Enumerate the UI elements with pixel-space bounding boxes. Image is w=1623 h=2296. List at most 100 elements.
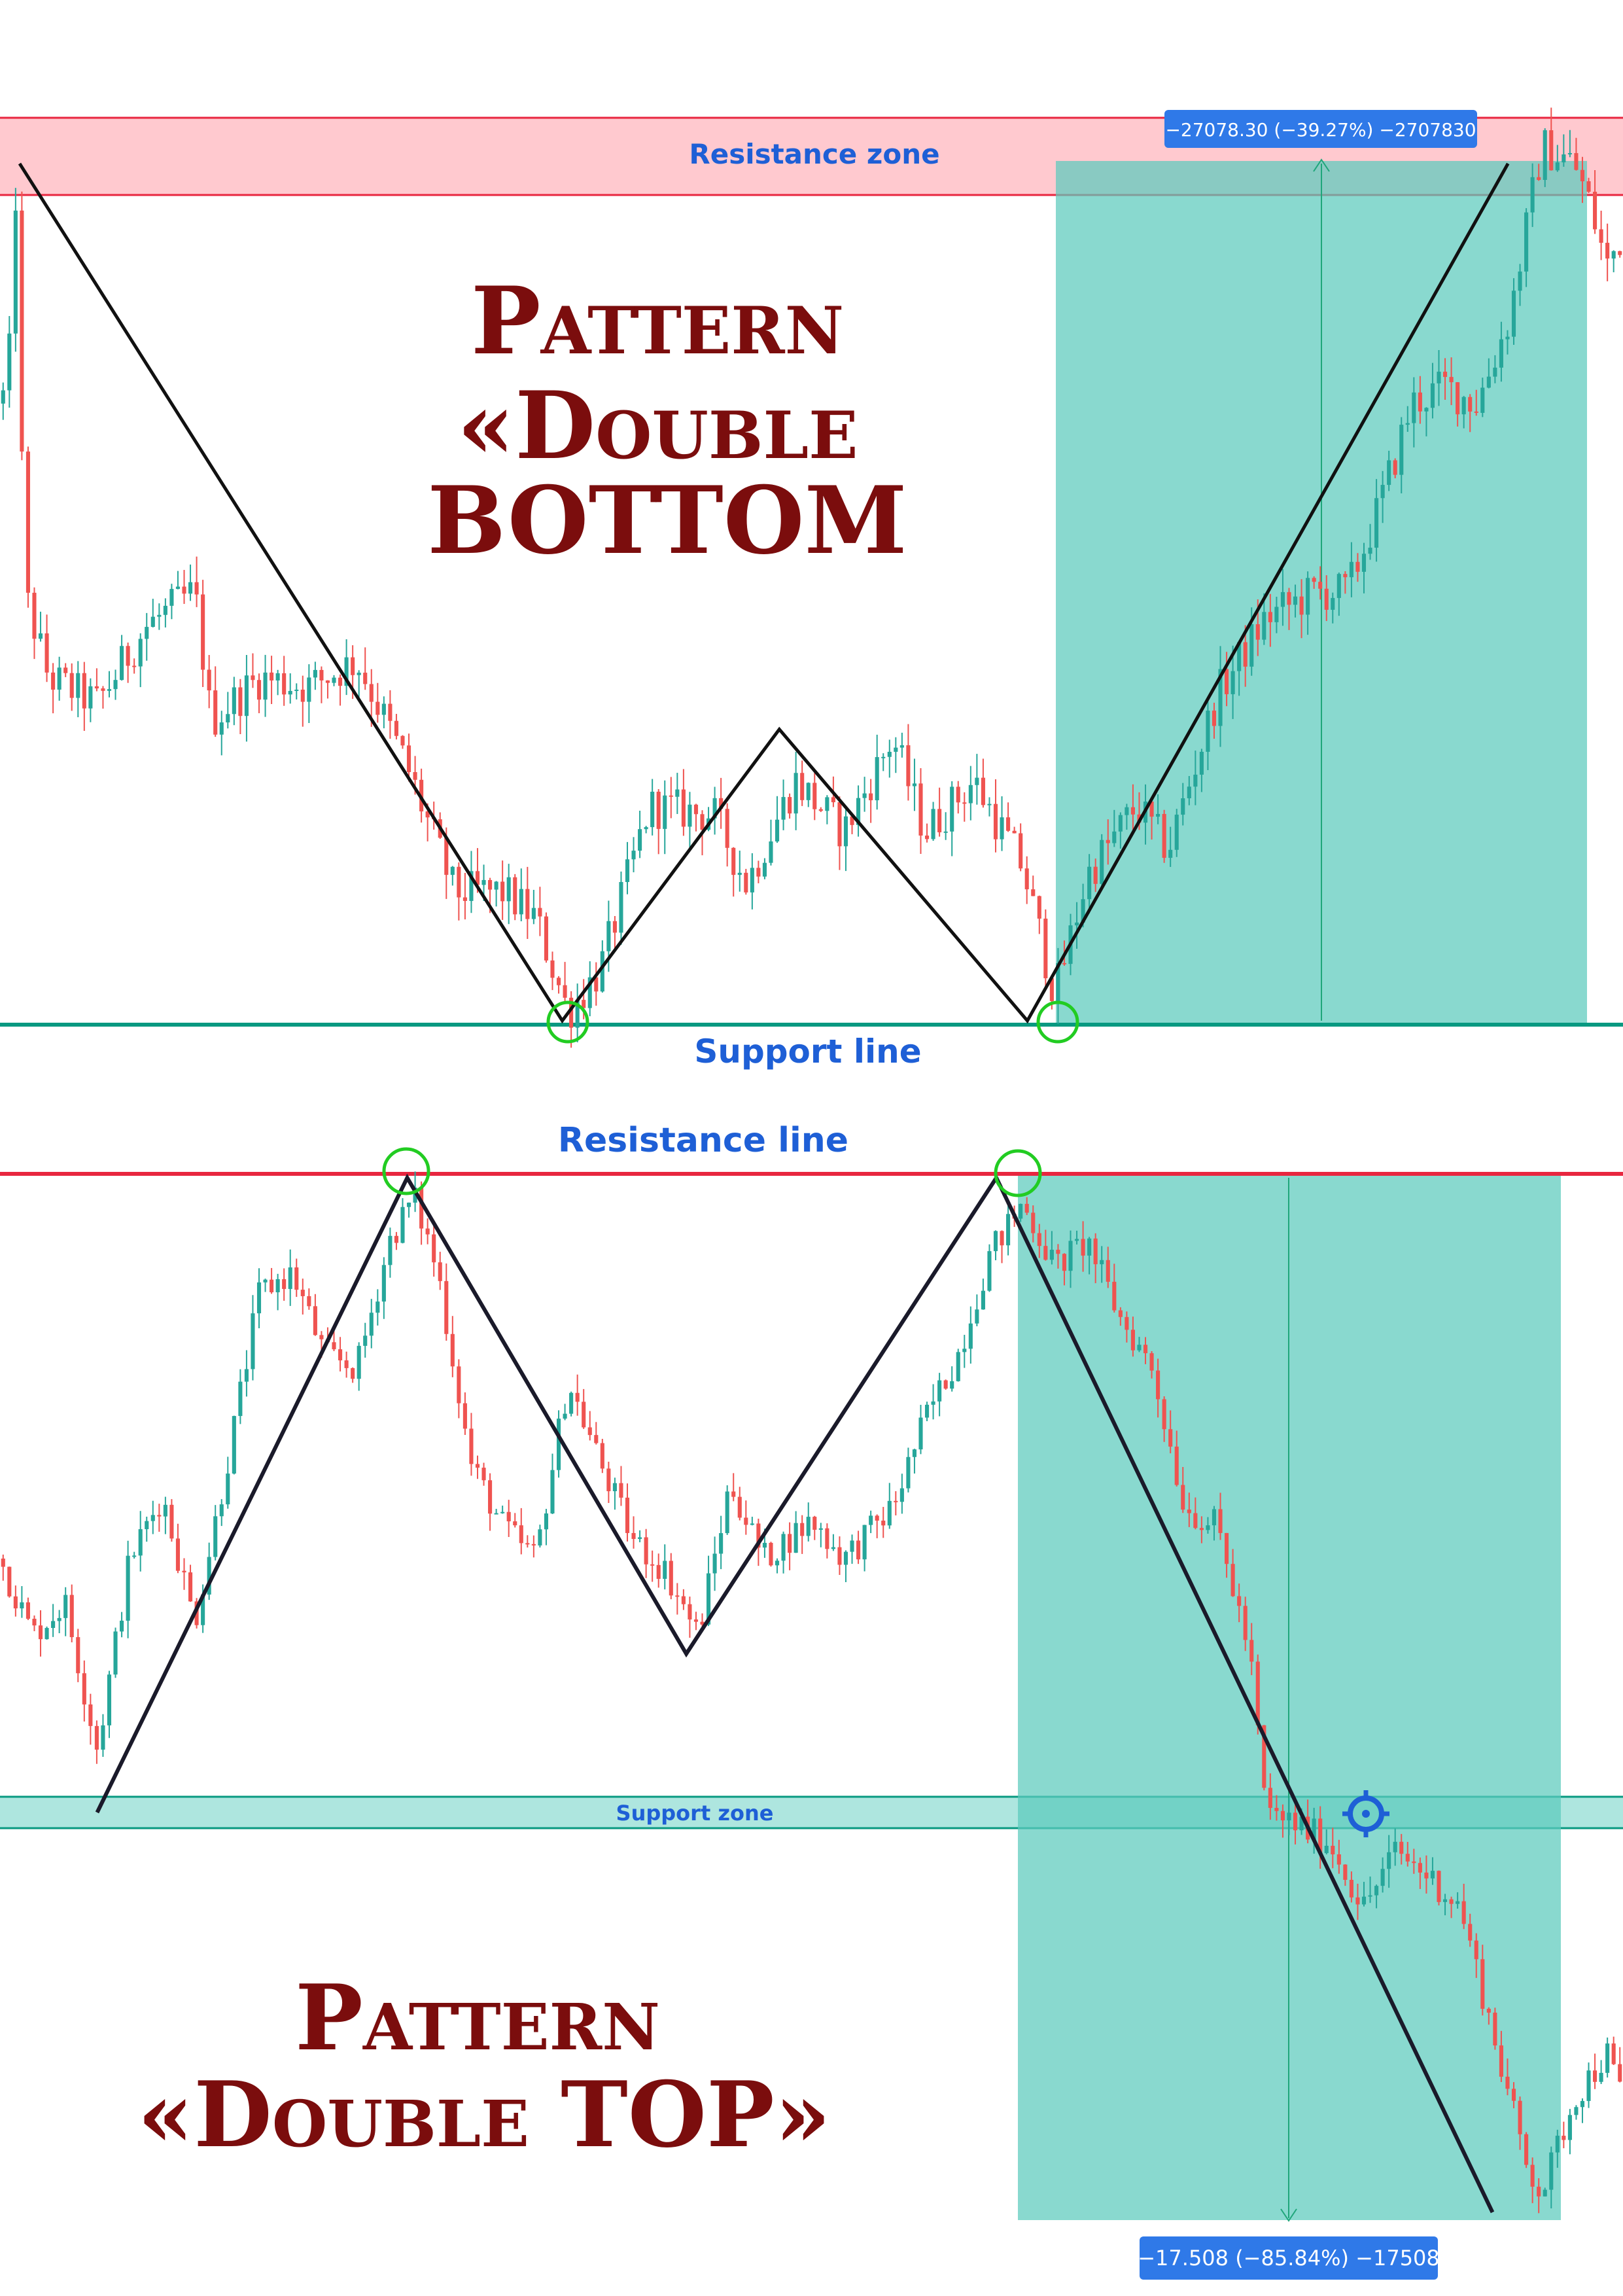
candle-body [1586,181,1591,192]
candle-body [582,1402,586,1428]
candle-body [1537,177,1541,180]
candle-body [1149,1353,1154,1371]
candle-body [107,689,112,691]
candle-body [663,795,667,829]
candle-body [544,1513,549,1530]
candle-body [182,1570,186,1573]
candle-body [1336,1854,1341,1865]
candle-body [956,1352,960,1381]
candle-body [644,827,648,830]
measurement-badge[interactable] [1140,2236,1438,2280]
candle-body [1511,2089,1516,2101]
candle-body [1530,2164,1535,2187]
measurement-arrow-head [1280,2208,1297,2222]
candle-body [344,1360,349,1368]
candle-body [1412,392,1416,423]
candle-body [968,785,973,804]
candle-body [1399,1841,1404,1854]
candle-body [943,1380,948,1389]
candle-body [169,1504,174,1539]
candle-body [1000,817,1004,839]
candle-body [1168,849,1173,858]
candle-body [1605,243,1610,259]
candle-body [1524,212,1529,272]
candle-body [332,1342,336,1350]
candle-body [650,791,655,828]
candle-body [232,687,236,715]
candle-body [731,1491,736,1497]
candle-body [1574,2107,1579,2115]
candle-body [145,627,149,639]
candle-body [270,672,274,680]
candle-body [1218,669,1223,726]
candle-body [794,773,798,814]
candle-body [444,1280,449,1334]
candle-body [1299,596,1304,615]
candle-body [931,1401,935,1405]
candle-body [101,688,105,691]
candle-body [394,1235,398,1243]
candle-body [307,1296,311,1307]
candle-body [1162,813,1166,858]
candle-body [1611,2043,1616,2064]
candle-body [569,997,574,1028]
candle-body [344,657,349,686]
candle-body [294,690,299,692]
candle-body [1618,2064,1622,2082]
candle-body [1074,1239,1079,1241]
support-zone-label: Support zone [616,1801,774,1826]
candle-body [756,868,761,877]
candle-body [13,1596,18,1609]
candle-body [256,1282,262,1314]
candle-body [300,1290,305,1296]
candle-body [1081,1239,1085,1256]
candle-body [625,1497,630,1533]
candle-body [993,804,998,839]
candle-body [475,1464,480,1468]
candle-body [13,210,18,334]
candle-body [120,1620,124,1632]
candle-body [575,1000,580,1028]
candle-body [788,797,792,814]
candle-body [1593,192,1597,230]
candle-body [1024,868,1029,890]
candle-body [1524,2134,1529,2165]
candle-body [899,1488,904,1502]
candle-body [1518,2100,1522,2134]
candle-body [1106,839,1110,843]
candle-body [725,809,729,848]
candle-body [150,616,155,627]
candle-body [1586,2070,1591,2101]
candle-body [656,1564,661,1579]
measurement-badge[interactable] [1164,110,1477,148]
crosshair-icon[interactable] [1342,1790,1389,1837]
candle-body [1424,408,1429,412]
candle-body [906,745,911,786]
candle-body [1112,831,1117,843]
candle-body [1287,592,1291,605]
candle-body [325,680,330,683]
candle-body [213,690,218,735]
candle-body [769,841,773,863]
candle-body [282,673,287,695]
candle-body [251,1313,255,1369]
double-bottom-overlay [18,162,1510,1044]
candle-body [488,879,493,890]
candle-body [918,783,923,836]
candle-body [1125,1316,1129,1330]
candle-body [550,1470,555,1514]
candle-body [831,797,835,803]
candle-body [288,1267,292,1289]
candle-body [38,1625,43,1640]
candle-body [1181,798,1185,815]
candle-body [1243,642,1248,667]
candle-body [712,798,717,819]
candle-body [981,1290,985,1310]
candle-body [1449,1899,1454,1904]
candle-body [1125,807,1129,815]
candle-body [1599,229,1603,243]
candle-body [587,977,592,1008]
candle-body [538,908,542,917]
candle-body [319,1335,324,1339]
candle-body [1212,1509,1217,1526]
